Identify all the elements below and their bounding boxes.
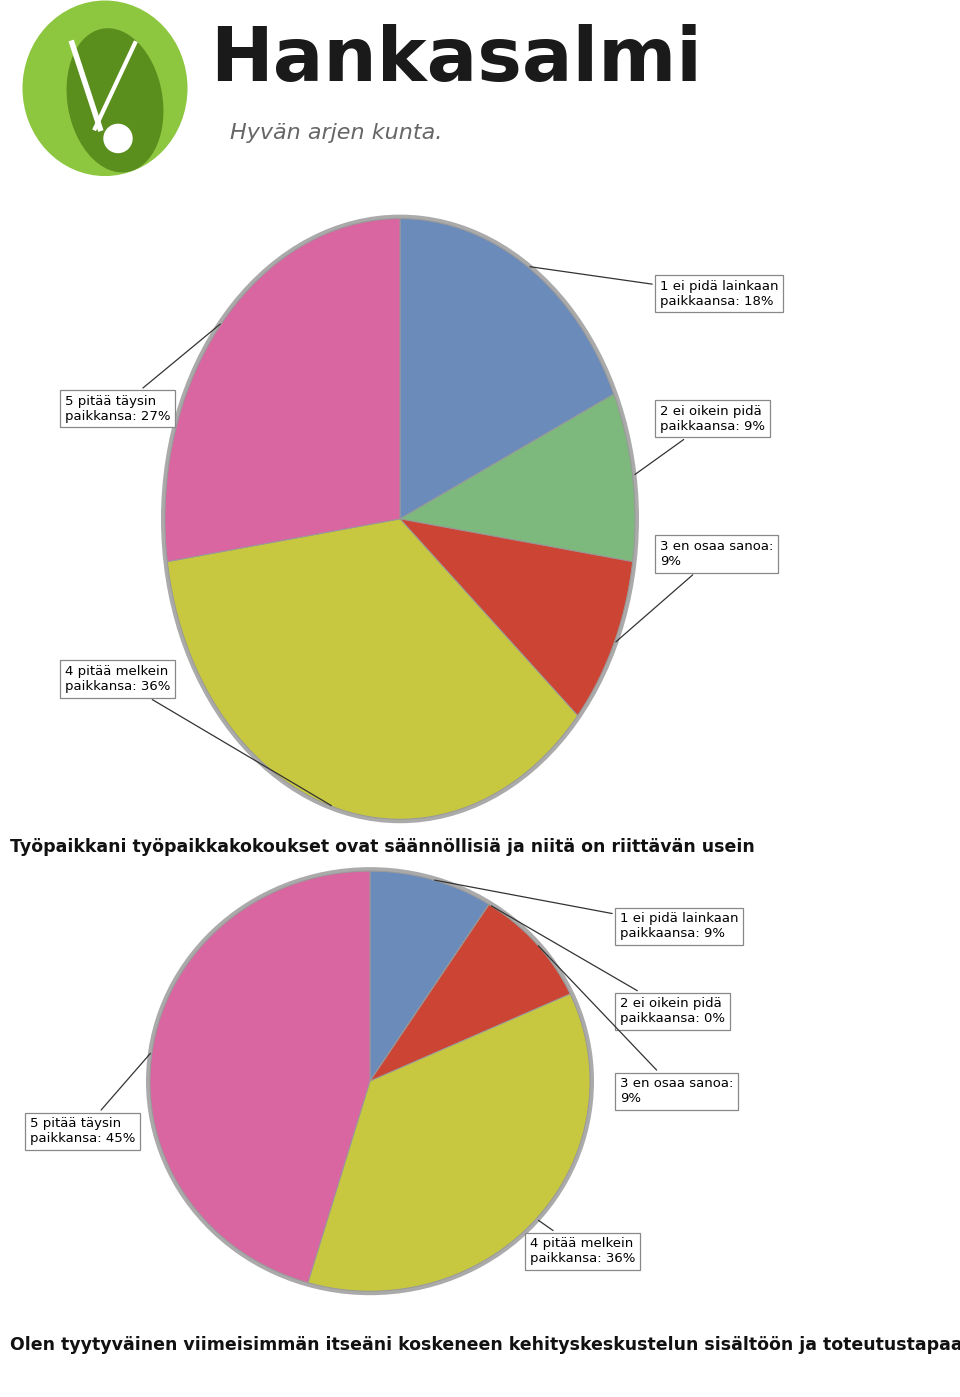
Text: Hankasalmi: Hankasalmi (210, 24, 702, 96)
Text: 4 pitää melkein
paikkansa: 36%: 4 pitää melkein paikkansa: 36% (65, 665, 331, 806)
Text: 3 en osaa sanoa:
9%: 3 en osaa sanoa: 9% (616, 541, 774, 641)
Text: 1 ei pidä lainkaan
paikkaansa: 18%: 1 ei pidä lainkaan paikkaansa: 18% (530, 267, 779, 307)
Text: Työpaikkani työpaikkakokoukset ovat säännöllisiä ja niitä on riittävän usein: Työpaikkani työpaikkakokoukset ovat sään… (10, 838, 755, 855)
Ellipse shape (66, 28, 163, 172)
Text: 5 pitää täysin
paikkansa: 45%: 5 pitää täysin paikkansa: 45% (30, 1053, 151, 1146)
PathPatch shape (370, 904, 489, 1081)
Text: Olen tyytyväinen viimeisimmän itseäni koskeneen kehityskeskustelun sisältöön ja : Olen tyytyväinen viimeisimmän itseäni ko… (10, 1336, 960, 1354)
Text: 1 ei pidä lainkaan
paikkaansa: 9%: 1 ei pidä lainkaan paikkaansa: 9% (435, 880, 738, 940)
Text: 5 pitää täysin
paikkansa: 27%: 5 pitää täysin paikkansa: 27% (65, 324, 220, 423)
PathPatch shape (150, 872, 370, 1282)
PathPatch shape (167, 518, 578, 819)
Text: 4 pitää melkein
paikkansa: 36%: 4 pitää melkein paikkansa: 36% (530, 1221, 636, 1266)
PathPatch shape (400, 518, 633, 715)
Text: Hyvän arjen kunta.: Hyvän arjen kunta. (230, 123, 443, 144)
Text: 3 en osaa sanoa:
9%: 3 en osaa sanoa: 9% (539, 946, 733, 1105)
PathPatch shape (165, 218, 400, 562)
PathPatch shape (400, 218, 613, 518)
PathPatch shape (370, 872, 489, 1081)
PathPatch shape (400, 394, 635, 562)
PathPatch shape (370, 904, 570, 1081)
Ellipse shape (146, 868, 594, 1295)
Circle shape (104, 124, 132, 152)
Ellipse shape (161, 215, 639, 823)
PathPatch shape (308, 995, 590, 1291)
Text: 2 ei oikein pidä
paikkaansa: 9%: 2 ei oikein pidä paikkaansa: 9% (635, 405, 765, 475)
Text: 2 ei oikein pidä
paikkaansa: 0%: 2 ei oikein pidä paikkaansa: 0% (492, 905, 725, 1025)
Ellipse shape (22, 0, 187, 176)
